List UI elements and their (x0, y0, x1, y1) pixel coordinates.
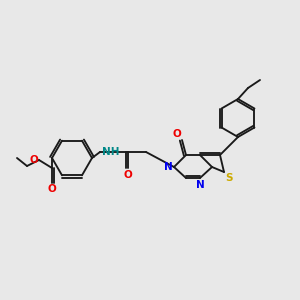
Text: N: N (196, 179, 204, 190)
Text: O: O (172, 129, 181, 139)
Text: O: O (124, 169, 132, 179)
Text: N: N (164, 162, 173, 172)
Text: S: S (225, 173, 232, 183)
Text: NH: NH (102, 147, 119, 157)
Text: O: O (48, 184, 56, 194)
Text: O: O (29, 155, 38, 165)
